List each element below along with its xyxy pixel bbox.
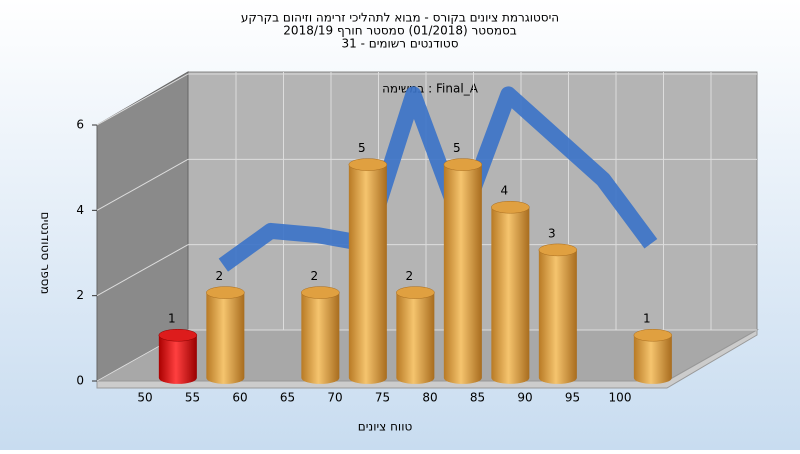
bar bbox=[538, 249, 577, 384]
x-tick-label: 90 bbox=[517, 391, 532, 405]
data-label: 2 bbox=[406, 269, 414, 283]
data-label: 2 bbox=[216, 269, 224, 283]
x-tick-label: 75 bbox=[375, 391, 390, 405]
bar bbox=[491, 207, 530, 384]
x-tick-label: 100 bbox=[609, 391, 632, 405]
bar bbox=[396, 292, 435, 384]
bar bbox=[443, 164, 482, 384]
grid-line bbox=[96, 244, 189, 297]
y-tick-label: 2 bbox=[76, 288, 84, 302]
bar bbox=[348, 164, 387, 384]
data-label: 5 bbox=[453, 141, 461, 155]
bar-top bbox=[491, 200, 530, 214]
bar-top bbox=[538, 243, 578, 257]
bar bbox=[158, 335, 197, 384]
trend-line bbox=[218, 86, 658, 272]
chart-title: סטודנטים רשומים - 31 bbox=[341, 37, 458, 51]
bar-top bbox=[443, 158, 483, 171]
y-tick-label: 4 bbox=[76, 203, 84, 217]
bar-top bbox=[396, 286, 435, 299]
x-tick-label: 55 bbox=[185, 391, 200, 405]
x-tick-label: 80 bbox=[422, 391, 437, 405]
data-label: 2 bbox=[311, 269, 319, 283]
data-label: 1 bbox=[643, 312, 651, 326]
bar-top bbox=[206, 286, 245, 299]
chart-title: היסטוגרמת ציונים בקורס - מבוא לתהליכי זר… bbox=[241, 11, 559, 25]
x-tick-label: 60 bbox=[232, 391, 247, 405]
x-tick-label: 85 bbox=[470, 391, 485, 405]
bar bbox=[633, 335, 672, 384]
bar-top bbox=[158, 328, 198, 342]
x-axis-label: טווח ציונים bbox=[358, 420, 413, 434]
bar-top bbox=[348, 158, 388, 171]
data-label: 5 bbox=[358, 141, 366, 155]
x-tick-label: 70 bbox=[327, 391, 342, 405]
data-label: 1 bbox=[168, 312, 176, 326]
bar-top bbox=[301, 286, 340, 299]
grid-line bbox=[96, 73, 189, 126]
annotation: במשימה : Final_A bbox=[382, 82, 479, 96]
y-tick-label: 6 bbox=[76, 118, 84, 132]
data-label: 3 bbox=[548, 226, 556, 240]
grid-line bbox=[96, 158, 189, 211]
bar bbox=[301, 292, 340, 384]
x-tick-label: 50 bbox=[137, 391, 152, 405]
bar bbox=[206, 292, 245, 384]
y-axis-label: מספר סטודנטים bbox=[39, 212, 53, 295]
x-tick-label: 95 bbox=[565, 391, 580, 405]
y-tick-label: 0 bbox=[76, 374, 84, 388]
chart-title: בסמסטר (01/2018) סמסטר חורף 2018/19 bbox=[283, 24, 516, 38]
x-tick-label: 65 bbox=[280, 391, 295, 405]
data-label: 4 bbox=[501, 184, 509, 198]
bar-top bbox=[633, 328, 673, 342]
